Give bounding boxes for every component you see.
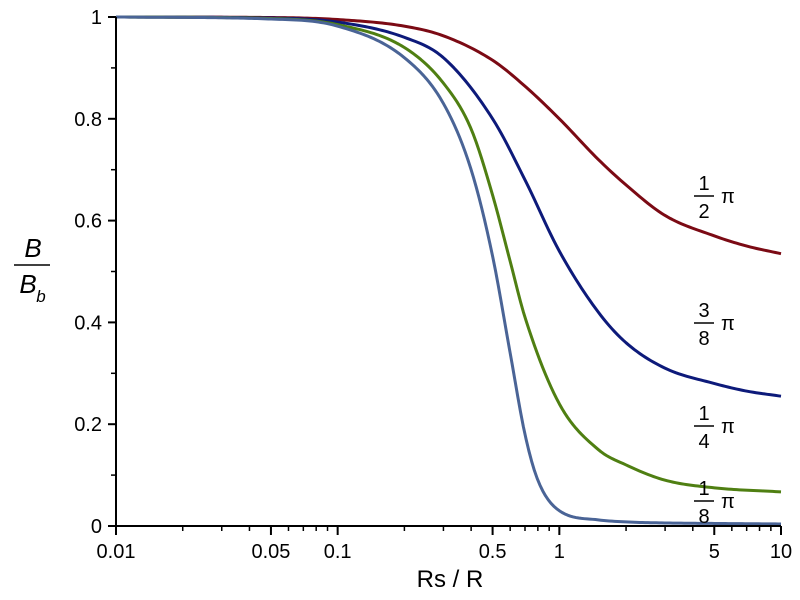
x-tick-label: 0.1 [324, 541, 352, 563]
y-tick-label: 0.4 [74, 312, 102, 334]
x-tick-label: 0.5 [479, 541, 507, 563]
curve-label-numerator: 1 [698, 478, 709, 500]
x-tick-label: 1 [554, 541, 565, 563]
x-tick-label: 5 [709, 541, 720, 563]
y-axis-title: B B b [14, 233, 50, 306]
curve-label-numerator: 1 [698, 173, 709, 195]
x-tick-label: 0.01 [97, 541, 136, 563]
y-tick-label: 0.8 [74, 109, 102, 131]
curve-label-pi-symbol: π [721, 491, 735, 513]
curve-label-pi-symbol: π [721, 416, 735, 438]
curve-label-denominator: 4 [698, 431, 709, 453]
curve-label-pi-symbol: π [721, 186, 735, 208]
y-tick-label: 0.2 [74, 414, 102, 436]
curve-label-denominator: 8 [698, 506, 709, 528]
x-axis-title: Rs / R [417, 566, 484, 593]
curve-label-denominator: 2 [698, 201, 709, 223]
curve-label: 3 8π [694, 300, 735, 350]
curve-label-numerator: 3 [698, 300, 709, 322]
curve-label-numerator: 1 [698, 403, 709, 425]
x-tick-label: 10 [770, 541, 792, 563]
y-axis-title-denominator: B [19, 269, 36, 299]
series-line [115, 15, 782, 398]
ticks-layer: 0 0.2 0.4 0.6 0.8 1 0.01 0.05 0.1 0.5 1 5 10 [74, 7, 792, 563]
curves-layer [115, 15, 782, 526]
curve-label-denominator: 8 [698, 328, 709, 350]
y-tick-label: 0 [91, 516, 102, 538]
series-line [115, 15, 782, 256]
curve-label: 1 4π [694, 403, 735, 453]
axes-layer [115, 17, 781, 527]
curve-label-pi-symbol: π [721, 313, 735, 335]
y-tick-label: 0.6 [74, 211, 102, 233]
y-tick-label: 1 [91, 7, 102, 29]
curve-label: 1 8π [694, 478, 735, 528]
series-line [115, 15, 782, 494]
curve-label: 1 2π [694, 173, 735, 223]
x-tick-label: 0.05 [251, 541, 290, 563]
y-axis-title-numerator: B [24, 233, 41, 263]
series-line [115, 15, 782, 526]
y-axis-title-subscript: b [36, 287, 45, 306]
